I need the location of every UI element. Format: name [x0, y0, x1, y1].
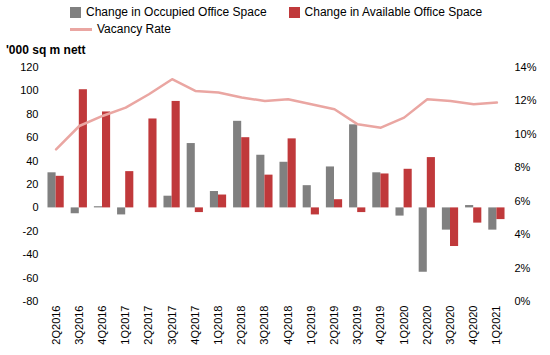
- svg-text:2Q2019: 2Q2019: [328, 306, 340, 345]
- svg-text:4Q2017: 4Q2017: [189, 306, 201, 345]
- svg-text:-60: -60: [23, 272, 39, 284]
- svg-text:4%: 4%: [515, 228, 531, 240]
- svg-text:4Q2020: 4Q2020: [467, 306, 479, 345]
- svg-text:120: 120: [20, 61, 38, 73]
- svg-text:2Q2020: 2Q2020: [421, 306, 433, 345]
- svg-text:2Q2017: 2Q2017: [142, 306, 154, 345]
- svg-text:100: 100: [20, 84, 38, 96]
- svg-text:1Q2018: 1Q2018: [212, 306, 224, 345]
- svg-text:-80: -80: [23, 295, 39, 307]
- html-text:Change in Available Office Spa: Change in Available Office Space: [304, 5, 483, 19]
- html-text:Change in Occupied Office Spac: Change in Occupied Office Space: [86, 5, 267, 19]
- svg-text:4Q2018: 4Q2018: [282, 306, 294, 345]
- html-text:Vacancy Rate: Vacancy Rate: [97, 22, 171, 36]
- svg-text:40: 40: [26, 155, 38, 167]
- svg-text:0: 0: [32, 201, 38, 213]
- svg-text:4Q2019: 4Q2019: [374, 306, 386, 345]
- svg-text:1Q2021: 1Q2021: [490, 306, 502, 345]
- svg-text:20: 20: [26, 178, 38, 190]
- svg-text:2Q2016: 2Q2016: [50, 306, 62, 345]
- svg-text:2%: 2%: [515, 262, 531, 274]
- svg-text:3Q2020: 3Q2020: [444, 306, 456, 345]
- svg-text:-40: -40: [23, 248, 39, 260]
- svg-text:0%: 0%: [515, 295, 531, 307]
- svg-text:1Q2017: 1Q2017: [119, 306, 131, 345]
- svg-text:12%: 12%: [515, 94, 537, 106]
- svg-text:3Q2019: 3Q2019: [351, 306, 363, 345]
- svg-text:1Q2019: 1Q2019: [305, 306, 317, 345]
- svg-text:3Q2016: 3Q2016: [73, 306, 85, 345]
- svg-text:3Q2017: 3Q2017: [166, 306, 178, 345]
- svg-text:10%: 10%: [515, 128, 537, 140]
- html-text:'000 sq m nett: '000 sq m nett: [6, 43, 86, 57]
- svg-text:8%: 8%: [515, 161, 531, 173]
- svg-text:3Q2018: 3Q2018: [258, 306, 270, 345]
- svg-text:-20: -20: [23, 225, 39, 237]
- svg-text:14%: 14%: [515, 61, 537, 73]
- svg-text:6%: 6%: [515, 195, 531, 207]
- svg-text:80: 80: [26, 108, 38, 120]
- svg-text:60: 60: [26, 131, 38, 143]
- svg-text:4Q2016: 4Q2016: [96, 306, 108, 345]
- svg-text:2Q2018: 2Q2018: [235, 306, 247, 345]
- svg-text:1Q2020: 1Q2020: [398, 306, 410, 345]
